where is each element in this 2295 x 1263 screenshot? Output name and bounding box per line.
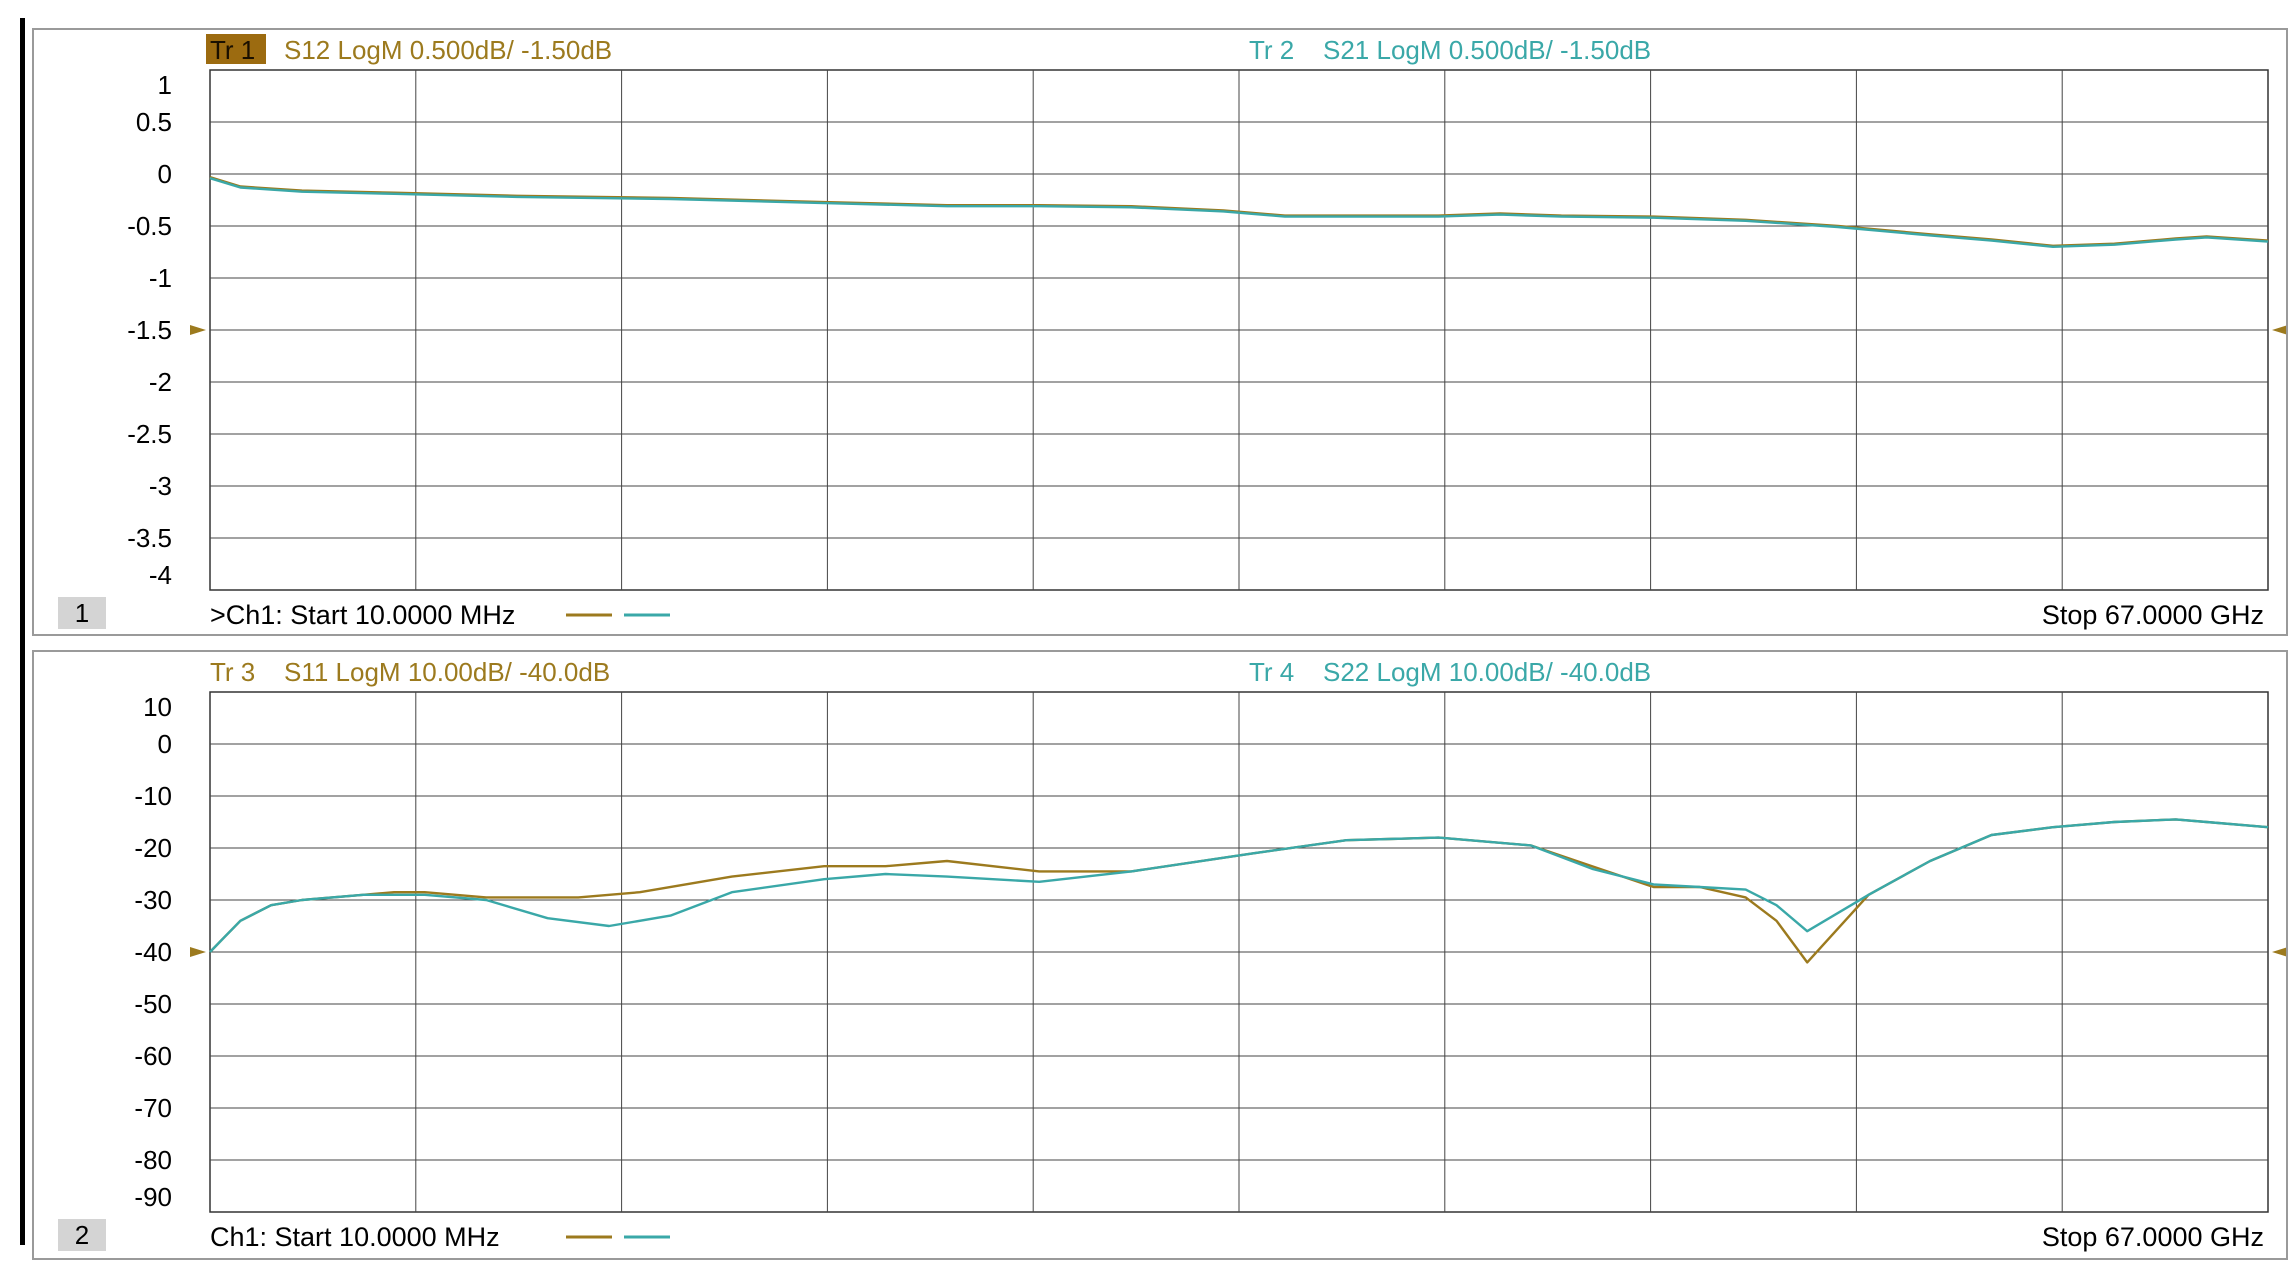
channel-2-window[interactable]: 10 0 -10 -20 -30 -40 -50 -60 -70 -80 -90 Tr 3 S11 Lo… xyxy=(32,650,2288,1260)
y-tick-label: -3.5 xyxy=(127,523,172,553)
trace-title[interactable]: Tr 4 S22 LogM 10.00dB/ -40.0dB xyxy=(1249,657,1651,687)
reference-marker-right[interactable] xyxy=(2272,325,2288,335)
channel-number-badge[interactable] xyxy=(58,597,106,629)
y-tick-label: -0.5 xyxy=(127,211,172,241)
trace-definition[interactable]: S11 LogM 10.00dB/ -40.0dB xyxy=(284,657,610,687)
trace-title[interactable]: Tr 3 S11 LogM 10.00dB/ -40.0dB xyxy=(210,657,610,687)
reference-marker-right[interactable] xyxy=(2272,947,2288,957)
trace-number[interactable]: Tr 2 xyxy=(1249,35,1294,65)
channel-2-plot[interactable]: 10 0 -10 -20 -30 -40 -50 -60 -70 -80 -90 Tr 3 S11 Lo… xyxy=(34,652,2288,1258)
y-tick-label: -2.5 xyxy=(127,419,172,449)
y-tick-label: 0.5 xyxy=(136,107,172,137)
y-tick-label: -20 xyxy=(134,833,172,863)
y-tick-label: -1 xyxy=(149,263,172,293)
start-frequency-label[interactable]: Ch1: Start 10.0000 MHz xyxy=(210,1222,500,1252)
stop-frequency-label[interactable]: Stop 67.0000 GHz xyxy=(2042,600,2264,630)
trace-definition[interactable]: S21 LogM 0.500dB/ -1.50dB xyxy=(1323,35,1651,65)
channel-1-window[interactable]: 1 0.5 0 -0.5 -1 -1.5 -2 -2.5 -3 -3.5 -4 Tr 1 S12 Log… xyxy=(32,28,2288,636)
reference-marker-left[interactable] xyxy=(190,947,206,957)
trace-line[interactable] xyxy=(209,818,2269,953)
channel-number: 2 xyxy=(75,1220,89,1250)
trace-number[interactable]: Tr 3 xyxy=(210,657,255,687)
y-tick-label: 1 xyxy=(158,70,172,100)
trace-title[interactable]: Tr 1 S12 LogM 0.500dB/ -1.50dB xyxy=(206,34,612,65)
y-tick-label: -4 xyxy=(149,560,172,590)
trace-number[interactable]: Tr 1 xyxy=(210,35,255,65)
y-tick-label: -90 xyxy=(134,1182,172,1212)
y-tick-label: -30 xyxy=(134,885,172,915)
active-trace-highlight xyxy=(206,34,266,64)
y-tick-label: -80 xyxy=(134,1145,172,1175)
left-edge-bar xyxy=(20,18,25,1245)
y-tick-label: 0 xyxy=(158,729,172,759)
trace-title[interactable]: Tr 2 S21 LogM 0.500dB/ -1.50dB xyxy=(1249,35,1651,65)
y-tick-label: -1.5 xyxy=(127,315,172,345)
trace-definition[interactable]: S12 LogM 0.500dB/ -1.50dB xyxy=(284,35,612,65)
y-tick-label: 0 xyxy=(158,159,172,189)
trace-number[interactable]: Tr 4 xyxy=(1249,657,1294,687)
start-frequency-label[interactable]: >Ch1: Start 10.0000 MHz xyxy=(210,600,515,630)
y-tick-label: -40 xyxy=(134,937,172,967)
trace-definition[interactable]: S22 LogM 10.00dB/ -40.0dB xyxy=(1323,657,1651,687)
y-tick-label: -3 xyxy=(149,471,172,501)
y-tick-label: -70 xyxy=(134,1093,172,1123)
trace-line[interactable] xyxy=(209,177,2269,249)
y-tick-label: -2 xyxy=(149,367,172,397)
y-tick-label: -50 xyxy=(134,989,172,1019)
y-tick-label: 10 xyxy=(143,692,172,722)
reference-marker-left[interactable] xyxy=(190,325,206,335)
stop-frequency-label[interactable]: Stop 67.0000 GHz xyxy=(2042,1222,2264,1252)
y-tick-label: -60 xyxy=(134,1041,172,1071)
channel-1-plot[interactable]: 1 0.5 0 -0.5 -1 -1.5 -2 -2.5 -3 -3.5 -4 Tr 1 S12 Log… xyxy=(34,30,2288,634)
y-tick-label: -10 xyxy=(134,781,172,811)
channel-number: 1 xyxy=(75,598,89,628)
